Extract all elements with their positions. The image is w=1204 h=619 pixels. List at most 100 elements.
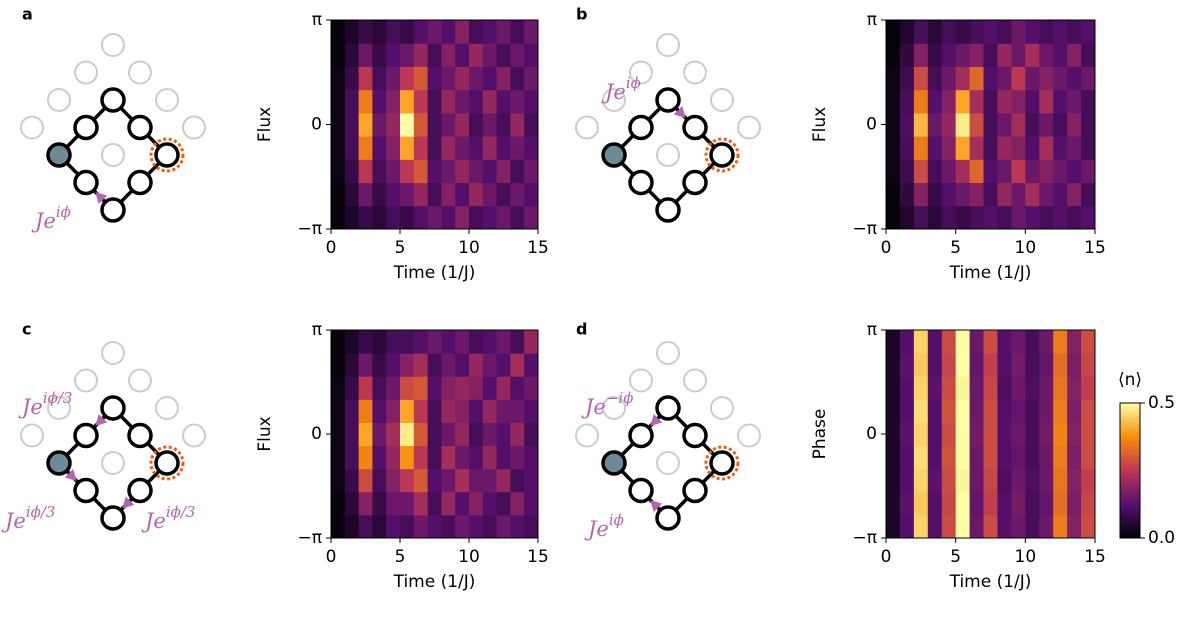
heatmap-cell bbox=[413, 399, 429, 423]
heatmap-cell bbox=[386, 514, 401, 539]
heatmap-cell bbox=[386, 112, 401, 137]
heatmap-cell bbox=[913, 445, 929, 470]
lattice-site bbox=[127, 477, 153, 504]
lattice-site bbox=[601, 450, 627, 476]
heatmap-cell bbox=[469, 20, 484, 44]
heatmap-cell bbox=[469, 43, 484, 67]
heatmap-cell bbox=[913, 514, 929, 539]
heatmap-cell bbox=[927, 43, 943, 67]
inactive-site bbox=[182, 115, 206, 140]
lattice-site bbox=[100, 505, 126, 531]
heatmap-cell bbox=[1067, 491, 1082, 516]
heatmap-cell bbox=[1053, 159, 1068, 184]
heatmap-cell bbox=[941, 182, 957, 207]
heatmap-cell bbox=[358, 376, 373, 400]
inactive-site bbox=[575, 423, 599, 448]
heatmap-cell bbox=[372, 353, 387, 377]
hopping-label-base: Je bbox=[1, 509, 26, 533]
heatmap-cell bbox=[1011, 20, 1026, 44]
heatmap-cell bbox=[482, 376, 498, 400]
heatmap-cell bbox=[386, 399, 401, 423]
y-tick-label: −π bbox=[853, 219, 877, 239]
heatmap-cell bbox=[496, 20, 511, 44]
hopping-label-base: Je bbox=[31, 209, 56, 233]
hopping-arrow bbox=[650, 413, 663, 427]
heatmap-cell bbox=[997, 136, 1012, 160]
heatmap-cell bbox=[983, 136, 998, 160]
heatmap-cell bbox=[927, 514, 943, 539]
heatmap-cell bbox=[496, 205, 511, 230]
heatmap-cell bbox=[413, 66, 429, 91]
heatmap-cell bbox=[899, 445, 915, 470]
heatmap-cell bbox=[482, 20, 498, 44]
hopping-label-exponent: iϕ bbox=[626, 74, 641, 92]
heatmap-cell bbox=[344, 399, 360, 423]
heatmap-cell bbox=[1025, 491, 1040, 516]
y-tick-label: π bbox=[867, 10, 877, 30]
heatmap-cell bbox=[1081, 20, 1096, 44]
heatmap-cell bbox=[1011, 353, 1026, 377]
heatmap-cell bbox=[1081, 112, 1096, 137]
heatmap-cell bbox=[886, 182, 901, 207]
x-tick-label: 5 bbox=[950, 238, 961, 258]
heatmap-cell bbox=[372, 491, 387, 516]
inactive-site bbox=[128, 368, 152, 393]
heatmap-cell bbox=[886, 66, 901, 91]
heatmap-cell bbox=[1011, 491, 1026, 516]
x-tick-label: 0 bbox=[326, 547, 337, 567]
heatmap-cell bbox=[1025, 182, 1040, 207]
heatmap-cell bbox=[413, 112, 429, 137]
heatmap-cell bbox=[1053, 422, 1068, 447]
heatmap-cell bbox=[886, 159, 901, 184]
heatmap-cell bbox=[400, 514, 415, 539]
heatmap-cell bbox=[1011, 182, 1026, 207]
heatmap-cell bbox=[1039, 491, 1054, 516]
heatmap-cell bbox=[1053, 20, 1068, 44]
heatmap-cell bbox=[510, 159, 525, 184]
heatmap-cell bbox=[331, 89, 346, 114]
heatmap-cell bbox=[1067, 159, 1082, 184]
heatmap-cell bbox=[344, 66, 360, 91]
heatmap-cell bbox=[1067, 399, 1082, 423]
heatmap-cell bbox=[941, 445, 957, 470]
heatmap-cell bbox=[441, 468, 456, 493]
heatmap-cell bbox=[913, 330, 929, 354]
heatmap-cell bbox=[441, 66, 456, 91]
heatmap-cell bbox=[913, 182, 929, 207]
heatmap-cell bbox=[372, 112, 387, 137]
heatmap-cell bbox=[469, 182, 484, 207]
heatmap-cell bbox=[1025, 136, 1040, 160]
heatmap-cell bbox=[983, 330, 998, 354]
heatmap-cell bbox=[413, 43, 429, 67]
heatmap-cell bbox=[1081, 89, 1096, 114]
heatmap-cell bbox=[913, 20, 929, 44]
heatmap-cell bbox=[997, 66, 1012, 91]
heatmap-cell bbox=[400, 182, 415, 207]
heatmap-cell bbox=[441, 182, 456, 207]
heatmap-cell bbox=[400, 399, 415, 423]
heatmap-cell bbox=[1039, 353, 1054, 377]
heatmap-cell bbox=[955, 399, 971, 423]
heatmap-cell bbox=[510, 205, 525, 230]
heatmap-cell bbox=[886, 399, 901, 423]
y-axis-label: Flux bbox=[255, 107, 275, 142]
inactive-site bbox=[602, 88, 626, 112]
inactive-site bbox=[683, 60, 707, 85]
heatmap-cell bbox=[344, 112, 360, 137]
heatmap-cell bbox=[941, 353, 957, 377]
heatmap-cell bbox=[413, 205, 429, 230]
inactive-site bbox=[155, 88, 179, 112]
lattice-site bbox=[127, 169, 153, 196]
heatmap-cell bbox=[997, 182, 1012, 207]
heatmap-cell bbox=[331, 112, 346, 137]
heatmap-cell bbox=[1025, 43, 1040, 67]
heatmap-cell bbox=[372, 182, 387, 207]
heatmap-cell bbox=[455, 89, 470, 114]
heatmap-cell bbox=[427, 89, 442, 114]
heatmap-cell bbox=[510, 136, 525, 160]
heatmap-cell bbox=[372, 205, 387, 230]
x-axis-label: Time (1/J) bbox=[949, 263, 1032, 283]
heatmap-cell bbox=[496, 399, 511, 423]
heatmap-cell bbox=[899, 399, 915, 423]
x-axis-label: Time (1/J) bbox=[393, 263, 476, 283]
